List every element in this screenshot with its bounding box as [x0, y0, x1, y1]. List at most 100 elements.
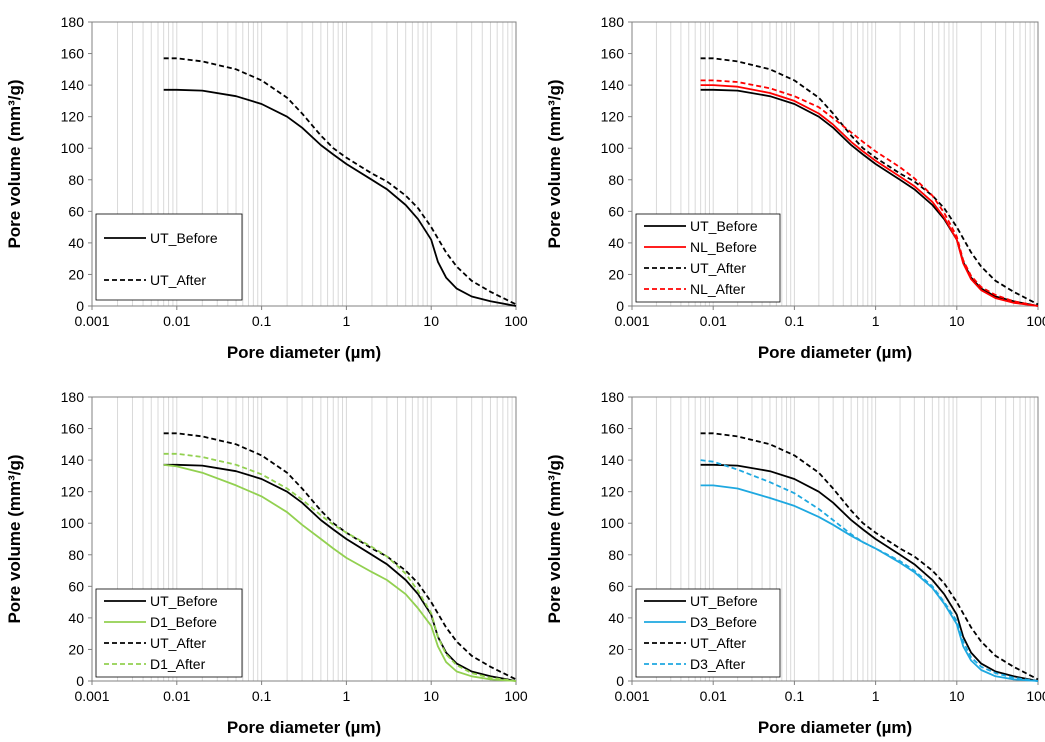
x-axis-title: Pore diameter (µm): [758, 343, 912, 362]
y-tick-label: 180: [601, 14, 625, 30]
x-tick-label: 1: [343, 688, 351, 704]
y-tick-label: 140: [601, 77, 625, 93]
y-tick-label: 40: [608, 235, 624, 251]
x-tick-label: 0.1: [785, 313, 805, 329]
y-tick-label: 160: [601, 421, 625, 437]
plot-frame: [91, 396, 517, 682]
chart-panel-3: 0 20 40 60 80 100 120 140 160 180 0.001 0.01 0.1 1 10 1…: [5, 389, 528, 737]
y-tick-label: 80: [68, 172, 84, 188]
series-line-d3-after: [700, 459, 1039, 682]
y-tick-label: 0: [616, 673, 624, 689]
y-tick-label: 20: [68, 641, 84, 657]
y-tick-label: 80: [68, 547, 84, 563]
y-tick-label: 40: [68, 610, 84, 626]
series-line-ut-before: [700, 88, 1039, 307]
y-tick-label: 60: [68, 578, 84, 594]
x-tick-label: 1: [872, 313, 880, 329]
y-tick-label: 100: [601, 515, 625, 531]
y-axis-title: Pore volume (mm³/g): [545, 79, 564, 248]
legend: UT_Before D3_Before UT_After D3_After: [635, 588, 781, 678]
y-tick-label: 0: [76, 298, 84, 314]
y-tick-label: 100: [61, 515, 85, 531]
plot-frame: [91, 21, 517, 307]
series-line-nl-before: [700, 84, 1039, 307]
y-tick-label: 180: [61, 14, 85, 30]
chart-panel-4: 0 20 40 60 80 100 120 140 160 180 0.001 0.01 0.1 1 10 1…: [545, 389, 1045, 737]
y-tick-label: 0: [616, 298, 624, 314]
chart-panel-1: 0 20 40 60 80 100 120 140 160 180 0.001 0.01 0.1 1 10 1…: [5, 14, 528, 362]
x-tick-label: 1: [343, 313, 351, 329]
legend: UT_Before NL_Before UT_After NL_After: [635, 213, 781, 303]
y-tick-label: 180: [61, 389, 85, 405]
y-axis-title: Pore volume (mm³/g): [545, 454, 564, 623]
legend-box: [95, 213, 243, 301]
x-tick-label: 10: [423, 313, 439, 329]
legend-label: UT_After: [150, 272, 206, 288]
x-tick-label: 100: [1026, 313, 1045, 329]
x-tick-label: 0.01: [163, 313, 190, 329]
legend-label: UT_After: [150, 635, 206, 651]
x-tick-label: 0.1: [252, 688, 272, 704]
y-tick-label: 160: [61, 421, 85, 437]
series-line-ut-after: [700, 432, 1039, 681]
x-tick-label: 0.001: [614, 313, 649, 329]
y-tick-label: 20: [608, 641, 624, 657]
legend: UT_Before UT_After: [95, 213, 243, 301]
chart-panel-2: 0 20 40 60 80 100 120 140 160 180 0.001 0.01 0.1 1 10 1…: [545, 14, 1045, 362]
x-tick-label: 0.001: [74, 688, 109, 704]
y-tick-label: 0: [76, 673, 84, 689]
series-line-d1-before: [163, 463, 517, 682]
series-line-ut-before: [700, 463, 1039, 682]
x-tick-label: 0.1: [785, 688, 805, 704]
y-tick-label: 160: [61, 46, 85, 62]
y-tick-label: 160: [601, 46, 625, 62]
x-tick-label: 0.1: [252, 313, 272, 329]
legend-label: UT_Before: [690, 218, 758, 234]
y-tick-label: 60: [68, 203, 84, 219]
y-axis-title: Pore volume (mm³/g): [5, 454, 24, 623]
legend-label: D1_After: [150, 656, 206, 672]
legend-label: UT_After: [690, 260, 746, 276]
x-tick-label: 10: [949, 688, 965, 704]
x-tick-label: 0.01: [163, 688, 190, 704]
y-tick-label: 120: [61, 109, 85, 125]
legend-box: [95, 588, 243, 678]
x-tick-label: 100: [1026, 688, 1045, 704]
legend-label: NL_After: [690, 281, 746, 297]
series-line-ut-after: [163, 57, 517, 306]
series-line-d3-before: [700, 484, 1039, 682]
series-line-ut-after: [163, 432, 517, 681]
y-tick-label: 140: [61, 452, 85, 468]
series-line-ut-before: [163, 463, 517, 682]
x-axis-title: Pore diameter (µm): [758, 718, 912, 737]
y-tick-label: 180: [601, 389, 625, 405]
y-tick-label: 120: [61, 484, 85, 500]
x-tick-label: 0.001: [74, 313, 109, 329]
y-tick-label: 100: [61, 140, 85, 156]
legend-label: UT_Before: [150, 593, 218, 609]
x-tick-label: 1: [872, 688, 880, 704]
legend-label: D3_After: [690, 656, 746, 672]
y-tick-label: 140: [601, 452, 625, 468]
legend-box: [635, 588, 781, 678]
legend-label: UT_Before: [150, 230, 218, 246]
series-line-d1-after: [163, 452, 517, 682]
plot-frame: [631, 21, 1039, 307]
x-tick-label: 100: [504, 688, 528, 704]
series-line-ut-before: [163, 88, 517, 307]
y-tick-label: 140: [61, 77, 85, 93]
x-axis-title: Pore diameter (µm): [227, 343, 381, 362]
y-tick-label: 40: [68, 235, 84, 251]
y-tick-label: 40: [608, 610, 624, 626]
series-line-ut-after: [700, 57, 1039, 306]
legend-label: D3_Before: [690, 614, 757, 630]
legend-label: D1_Before: [150, 614, 217, 630]
y-tick-label: 20: [608, 266, 624, 282]
y-tick-label: 80: [608, 172, 624, 188]
y-tick-label: 60: [608, 578, 624, 594]
x-tick-label: 0.01: [700, 688, 727, 704]
y-tick-label: 120: [601, 109, 625, 125]
x-tick-label: 0.01: [700, 313, 727, 329]
x-tick-label: 10: [423, 688, 439, 704]
